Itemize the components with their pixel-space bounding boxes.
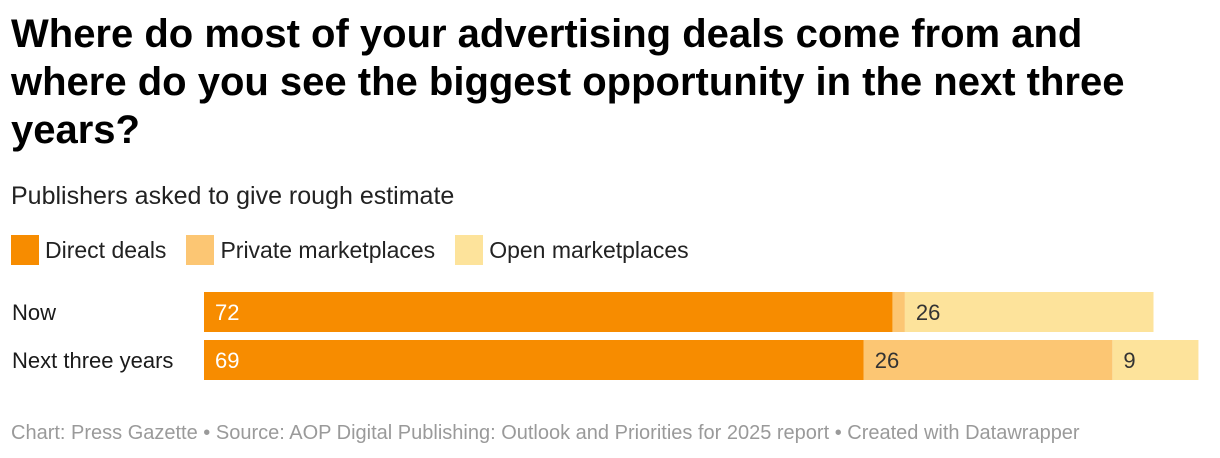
- bar-next-three-years-private-marketplaces: [863, 340, 1113, 380]
- bar-now-private-marketplaces: [892, 292, 905, 332]
- chart-title: Where do most of your advertising deals …: [11, 12, 1125, 152]
- stacked-bar-chart: Now 72 26 Next three years 69 26 9: [12, 292, 1199, 380]
- legend-label-direct-deals: Direct deals: [45, 237, 167, 263]
- legend-swatch-open-marketplaces: [455, 235, 484, 265]
- data-label-now-open-marketplaces: 26: [916, 300, 940, 325]
- data-label-now-direct-deals: 72: [215, 300, 239, 325]
- legend-label-open-marketplaces: Open marketplaces: [489, 237, 689, 263]
- data-label-next-three-years-private-marketplaces: 26: [875, 348, 899, 373]
- legend-item-open-marketplaces: Open marketplaces: [455, 235, 689, 265]
- bar-now-direct-deals: [204, 292, 893, 332]
- bar-next-three-years-open-marketplaces: [1112, 340, 1199, 380]
- data-label-next-three-years-direct-deals: 69: [215, 348, 239, 373]
- chart-footer: Chart: Press Gazette • Source: AOP Digit…: [11, 422, 1080, 444]
- data-label-next-three-years-open-marketplaces: 9: [1123, 348, 1135, 373]
- legend-item-direct-deals: Direct deals: [11, 235, 166, 265]
- chart-subtitle: Publishers asked to give rough estimate: [11, 182, 455, 210]
- legend-swatch-direct-deals: [11, 235, 39, 265]
- category-label-now: Now: [12, 300, 56, 325]
- legend: Direct deals Private marketplaces Open m…: [11, 235, 709, 265]
- legend-item-private-marketplaces: Private marketplaces: [186, 235, 435, 265]
- legend-label-private-marketplaces: Private marketplaces: [220, 237, 436, 263]
- bar-next-three-years-direct-deals: [204, 340, 864, 380]
- legend-swatch-private-marketplaces: [186, 235, 215, 265]
- category-label-next-three-years: Next three years: [12, 348, 173, 373]
- bar-now-open-marketplaces: [904, 292, 1154, 332]
